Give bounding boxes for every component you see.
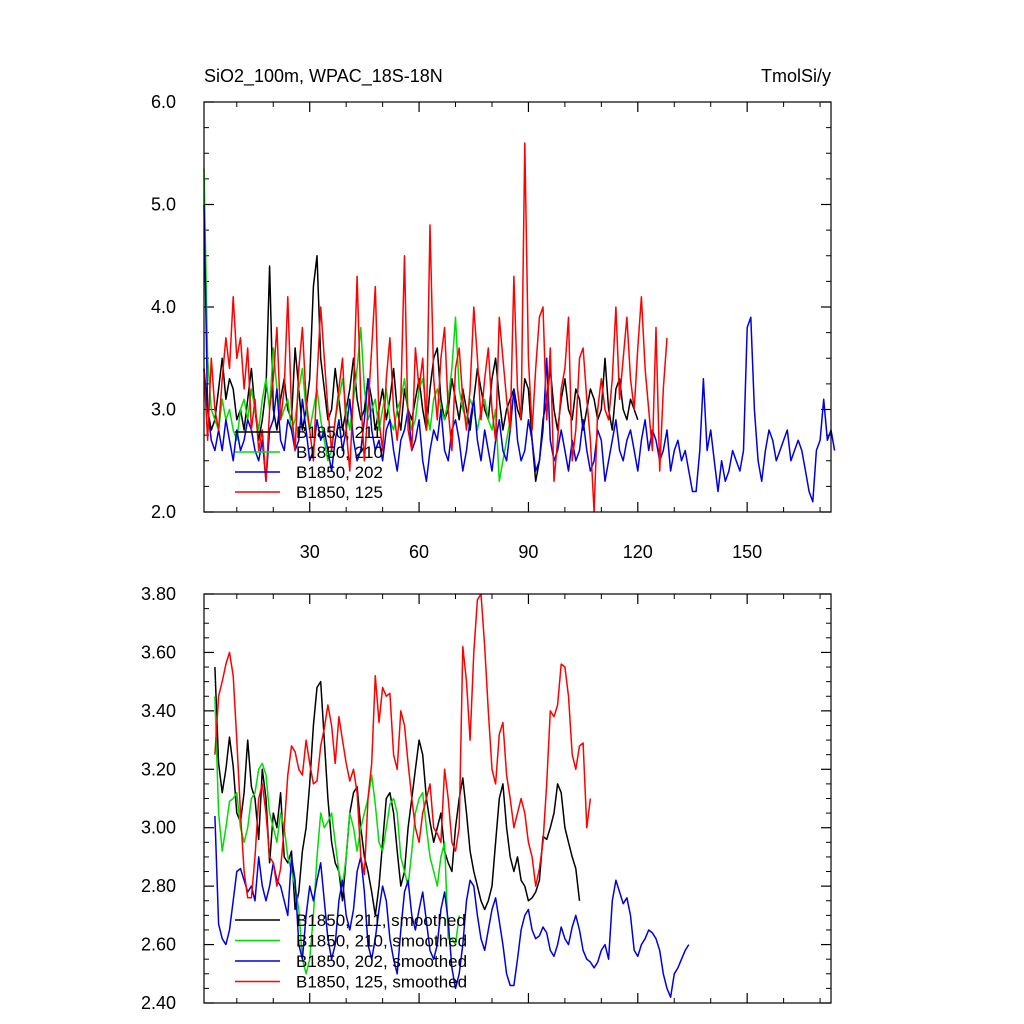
top-axes: 2.0 3.0 4.0 5.0 6.0 30 60 90 120 150 xyxy=(151,92,831,562)
legend-label: B1850, 125 xyxy=(296,483,383,502)
y-tick-label: 3.0 xyxy=(151,400,176,420)
series-line xyxy=(214,815,690,998)
top-panel: SiO2_100m, WPAC_18S-18N TmolSi/y 2.0 3.0 4… xyxy=(151,66,836,562)
bottom-panel: 2.40 2.60 2.80 3.00 3.20 3.40 3.60 3.80 B1850, … xyxy=(141,584,832,1013)
y-tick-label: 3.60 xyxy=(141,642,176,662)
top-plot-frame xyxy=(203,101,832,513)
bottom-legend: B1850, 211, smoothed B1850, 210, smoothed… xyxy=(235,911,467,992)
x-tick-label: 30 xyxy=(300,542,320,562)
y-tick-label: 3.20 xyxy=(141,759,176,779)
x-tick-label: 120 xyxy=(623,542,653,562)
series-line xyxy=(203,142,668,513)
y-tick-label: 2.40 xyxy=(141,993,176,1013)
y-tick-label: 5.0 xyxy=(151,195,176,215)
legend-label: B1850, 125, smoothed xyxy=(296,973,467,992)
series-line xyxy=(203,204,836,503)
y-tick-label: 2.0 xyxy=(151,502,176,522)
y-tick-label: 6.0 xyxy=(151,92,176,112)
legend-label: B1850, 211, smoothed xyxy=(296,911,466,930)
legend-label: B1850, 202, smoothed xyxy=(296,952,467,971)
y-tick-label: 2.80 xyxy=(141,876,176,896)
legend-label: B1850, 211 xyxy=(296,423,382,442)
series-line xyxy=(214,593,592,899)
x-tick-label: 150 xyxy=(732,542,762,562)
y-tick-label: 3.40 xyxy=(141,701,176,721)
y-tick-label: 3.00 xyxy=(141,818,176,838)
series-line xyxy=(214,666,581,917)
x-tick-label: 90 xyxy=(518,542,538,562)
y-tick-label: 4.0 xyxy=(151,297,176,317)
panel-title-left: SiO2_100m, WPAC_18S-18N xyxy=(204,66,443,87)
bottom-plot-frame xyxy=(203,593,832,1004)
legend-label: B1850, 202 xyxy=(296,463,383,482)
panel-title-right: TmolSi/y xyxy=(761,66,831,86)
x-tick-label: 60 xyxy=(409,542,429,562)
series-line xyxy=(214,696,460,975)
series-line xyxy=(203,255,639,483)
y-tick-label: 3.80 xyxy=(141,584,176,604)
legend-label: B1850, 210 xyxy=(296,443,383,462)
legend-label: B1850, 210, smoothed xyxy=(296,932,467,951)
top-series-lines xyxy=(203,142,836,513)
bottom-series-lines xyxy=(214,593,690,998)
bottom-axes: 2.40 2.60 2.80 3.00 3.20 3.40 3.60 3.80 xyxy=(141,584,831,1013)
y-tick-label: 2.60 xyxy=(141,935,176,955)
